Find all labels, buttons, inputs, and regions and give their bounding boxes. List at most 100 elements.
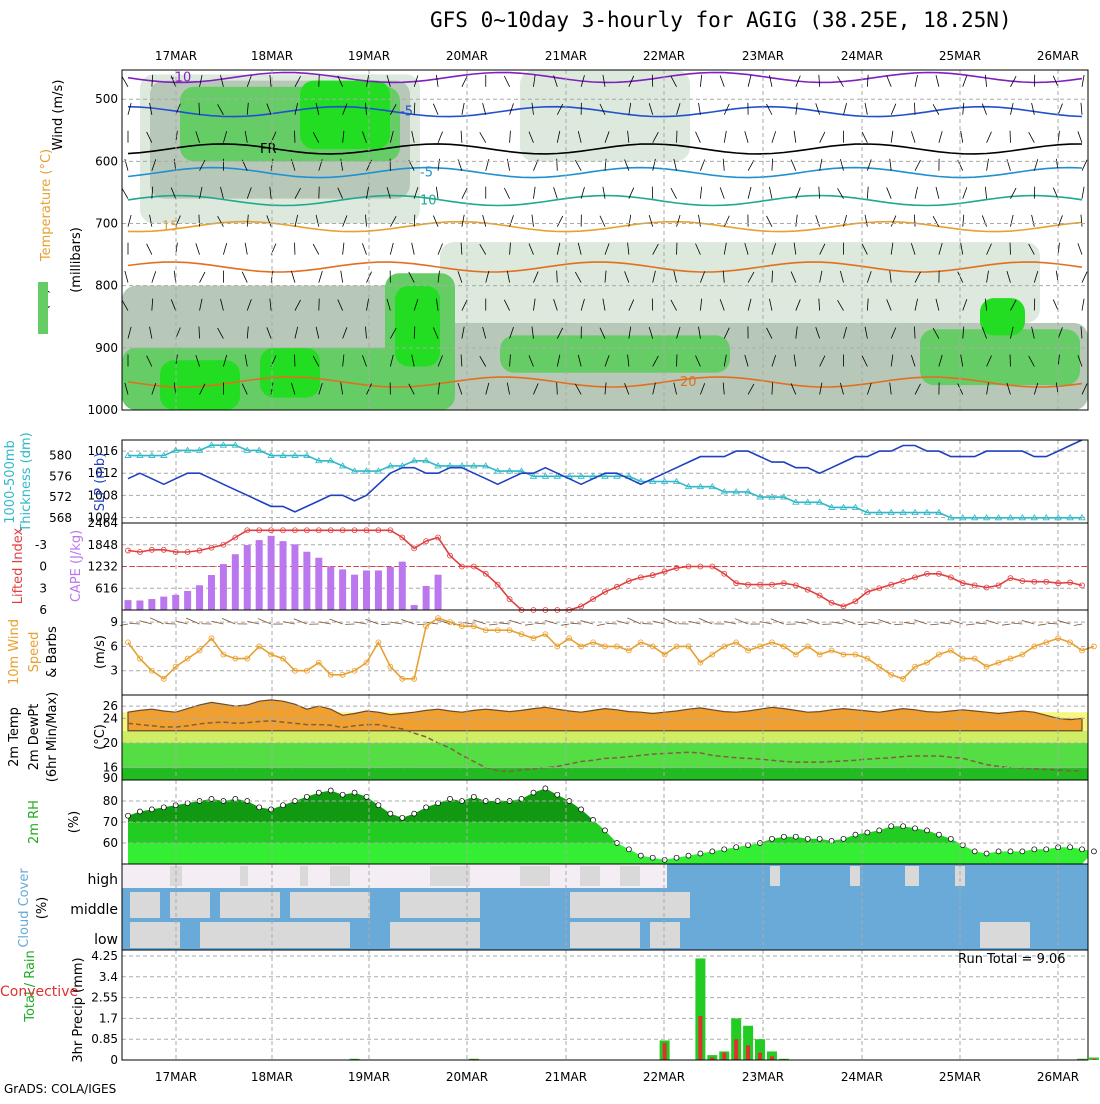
precip-convective-bar — [746, 1045, 750, 1060]
wind-barb — [330, 619, 343, 624]
rh-point — [984, 851, 989, 856]
wind-barb — [986, 620, 999, 624]
rh-point — [126, 813, 131, 818]
rh-shading — [160, 360, 240, 410]
wind-barb — [150, 618, 163, 624]
wind-label-c: & Barbs — [45, 626, 60, 678]
temp-label-a: 2m Temp — [7, 707, 22, 767]
cape-bar — [303, 552, 310, 610]
date-label-bottom: 22MAR — [643, 1070, 685, 1084]
wind-barb — [976, 623, 987, 624]
rh-tick-label: 80 — [103, 794, 118, 808]
li-tick-label: 0 — [39, 560, 47, 574]
contour-label: 10 — [420, 194, 437, 209]
rh-point — [650, 855, 655, 860]
cape-bar — [399, 562, 406, 610]
rh-point — [304, 794, 309, 799]
rh-point — [913, 826, 918, 831]
rh-point — [793, 834, 798, 839]
cloud-gap-high — [240, 866, 248, 886]
cloud-tick-label: middle — [70, 902, 118, 918]
cape-bar — [315, 558, 322, 610]
wind-barb — [186, 618, 199, 624]
rh-point — [340, 792, 345, 797]
cape-bar — [280, 541, 287, 610]
cape-bar — [172, 595, 179, 610]
contour-label: -10 — [170, 70, 191, 85]
date-label-top: 23MAR — [742, 49, 784, 63]
date-label-top: 21MAR — [545, 49, 587, 63]
thickness-tick-label: 576 — [49, 469, 72, 483]
wind-barb — [663, 618, 676, 624]
rh-point — [734, 845, 739, 850]
rh-point — [316, 790, 321, 795]
temp-label-c: (6hr Min/Max) — [45, 692, 60, 782]
rh-shading — [300, 81, 390, 149]
wind-barb — [597, 624, 605, 625]
thickness-tick-label: 580 — [49, 449, 72, 463]
cloud-gap-low — [130, 922, 180, 948]
date-label-bottom: 26MAR — [1037, 1070, 1079, 1084]
thickness-unit-label: Thickness (dm) — [19, 432, 34, 532]
li-tick-label: 3 — [39, 581, 47, 595]
rh-point — [364, 794, 369, 799]
temp-tick-label: 24 — [103, 711, 118, 725]
rh-point — [400, 815, 405, 820]
rh-shading — [260, 348, 320, 398]
rh-point — [161, 805, 166, 810]
rh-shading — [395, 286, 440, 367]
precip-convective-bar — [734, 1039, 738, 1060]
rh-point — [781, 834, 786, 839]
date-label-top: 19MAR — [348, 49, 390, 63]
rh-point — [1080, 847, 1085, 852]
precip-convective-bar — [663, 1043, 667, 1060]
date-label-top: 17MAR — [155, 49, 197, 63]
wind-barb — [535, 623, 546, 624]
wind-barb — [365, 619, 378, 624]
profile-ytick-label: 800 — [95, 279, 118, 293]
thickness-tick-label: 568 — [49, 511, 72, 525]
cloud-gap-high — [620, 866, 640, 886]
profile-ytick-label: 1000 — [87, 403, 118, 417]
wind-barb — [807, 619, 820, 624]
wind-barb — [930, 624, 939, 625]
rh-point — [901, 824, 906, 829]
chart-title: GFS 0~10day 3-hourly for AGIG (38.25E, 1… — [430, 8, 1012, 32]
date-label-bottom: 19MAR — [348, 1070, 390, 1084]
cape-bar — [232, 554, 239, 610]
rh-point — [1068, 845, 1073, 850]
rh-point — [531, 790, 536, 795]
precip-tick-label: 2.55 — [91, 991, 118, 1005]
wind-barb — [966, 624, 975, 625]
rh-point — [1020, 849, 1025, 854]
cloud-gap-high — [770, 866, 780, 886]
precip-convective-bar — [722, 1053, 726, 1060]
rh-point — [722, 847, 727, 852]
wind-tick-label: 6 — [110, 639, 118, 653]
profile-temp-label: Temperature (°C) — [39, 149, 54, 262]
temperature-area — [128, 700, 1082, 731]
contour-label: 20 — [680, 375, 697, 390]
wind-barb — [545, 620, 557, 624]
rh-point — [710, 849, 715, 854]
rh-point — [1091, 849, 1096, 854]
cloud-gap-high — [300, 866, 308, 886]
rh-point — [638, 853, 643, 858]
credit-label: GrADS: COLA/IGES — [4, 1082, 116, 1096]
cape-label: CAPE (J/kg) — [69, 530, 84, 602]
rh-point — [555, 792, 560, 797]
wind-barb — [627, 618, 640, 624]
lifted-index-label: Lifted Index — [11, 527, 26, 604]
rh-point — [889, 824, 894, 829]
rh-point — [281, 803, 286, 808]
cape-bar — [351, 575, 358, 610]
rh-shading — [980, 298, 1025, 335]
rh-legend-swatch — [38, 282, 48, 334]
date-label-bottom: 20MAR — [446, 1070, 488, 1084]
rh-point — [924, 828, 929, 833]
cape-bar — [291, 544, 298, 610]
cape-bar — [435, 575, 442, 610]
profile-ytick-label: 900 — [95, 341, 118, 355]
rh-tick-label: 60 — [103, 836, 118, 850]
